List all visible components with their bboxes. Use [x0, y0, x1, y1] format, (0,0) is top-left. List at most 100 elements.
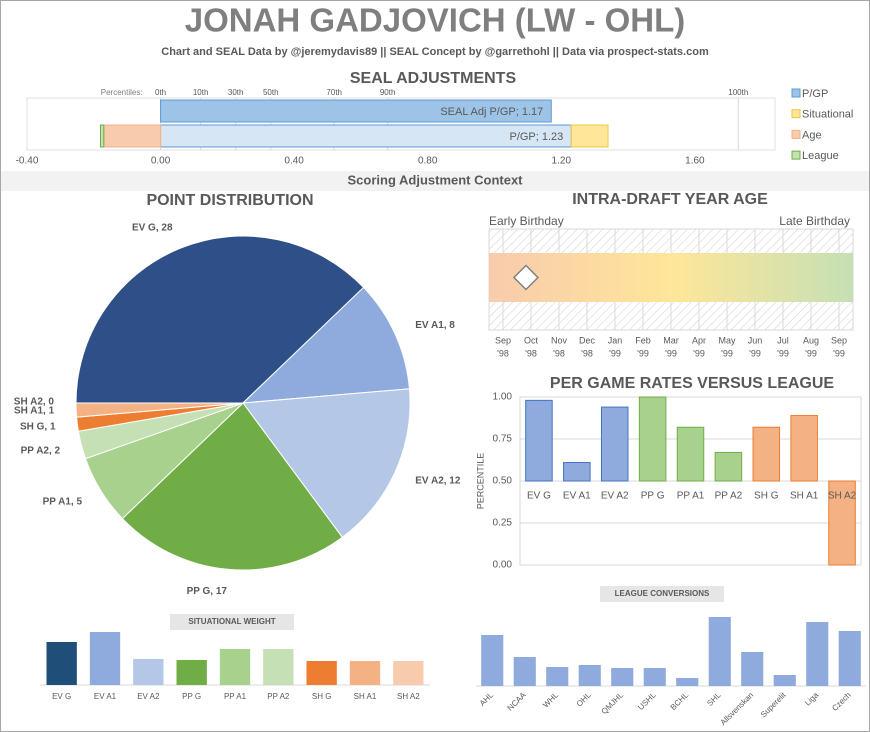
x-tick-label: EV G — [52, 692, 71, 701]
bar — [563, 462, 591, 482]
month-label: Jan — [608, 335, 623, 345]
month-label: Dec — [579, 335, 596, 345]
chart-title: SEAL ADJUSTMENTS — [350, 70, 517, 87]
bar — [89, 632, 121, 685]
month-label: Sep — [495, 335, 511, 345]
y-tick-label: 0.50 — [493, 476, 513, 487]
year-label: '99 — [693, 348, 705, 358]
month-label: Jun — [748, 335, 763, 345]
bar-segment — [99, 124, 105, 148]
year-label: '99 — [609, 348, 621, 358]
pie-slice — [121, 402, 344, 571]
pie-label: EV A2, 12 — [415, 475, 461, 486]
y-tick-label: 0.75 — [493, 434, 513, 445]
chart-title: POINT DISTRIBUTION — [146, 192, 313, 209]
bar — [393, 661, 424, 685]
bar — [611, 668, 634, 686]
chart-title: PER GAME RATES VERSUS LEAGUE — [550, 375, 835, 392]
pie-label: SH A1, 1 — [14, 406, 55, 417]
bar — [481, 635, 504, 686]
x-tick-label: SH G — [312, 692, 332, 701]
month-label: Feb — [635, 335, 651, 345]
data-label: P/GP; 1.23 — [509, 131, 563, 143]
pie-label: SH G, 1 — [20, 422, 56, 433]
year-label: '99 — [805, 348, 817, 358]
x-tick-label: PP G — [182, 692, 201, 701]
x-tick-label: PP A2 — [267, 692, 290, 701]
pie-label: PP A1, 5 — [43, 497, 83, 508]
percentile-label: 90th — [380, 88, 396, 97]
x-tick-label: EV A1 — [563, 491, 591, 502]
legend-label: Situational — [802, 109, 853, 121]
bar-segment — [160, 99, 552, 123]
section-band — [1, 171, 869, 191]
pie-label: SH A2, 0 — [14, 397, 55, 408]
y-tick-label: 0.00 — [493, 560, 513, 571]
percentile-label: 0th — [155, 88, 166, 97]
year-label: '99 — [637, 348, 649, 358]
x-tick-label: SH G — [754, 491, 779, 502]
bar — [806, 622, 829, 686]
month-label: May — [718, 335, 736, 345]
year-label: '98 — [581, 348, 593, 358]
legend-swatch — [791, 150, 801, 160]
chart-title: INTRA-DRAFT YEAR AGE — [572, 191, 768, 208]
month-label: Jul — [777, 335, 789, 345]
year-label: '99 — [721, 348, 733, 358]
year-label: '99 — [777, 348, 789, 358]
pie-label: EV G, 28 — [132, 222, 173, 233]
title-box — [600, 586, 724, 602]
axis-note: Early Birthday — [489, 214, 564, 228]
bar — [828, 480, 856, 566]
month-label: Aug — [803, 335, 819, 345]
x-tick-label: -0.40 — [16, 156, 39, 167]
year-label: '98 — [525, 348, 537, 358]
bar-segment — [570, 124, 609, 148]
bar-segment — [103, 124, 162, 148]
bar — [600, 406, 629, 482]
bar — [46, 642, 77, 685]
x-tick-label: PP A1 — [677, 491, 705, 502]
bar — [714, 451, 743, 482]
year-label: '99 — [833, 348, 845, 358]
x-tick-label: PP A1 — [224, 692, 247, 701]
x-tick-label: 1.60 — [685, 156, 705, 167]
pie-slice — [242, 388, 411, 538]
x-tick-label: EV A2 — [137, 692, 160, 701]
bar — [513, 657, 536, 686]
title-box — [170, 614, 294, 630]
percentile-label: 10th — [193, 88, 209, 97]
x-tick-label: SH A1 — [790, 491, 819, 502]
axis-note: Late Birthday — [779, 214, 850, 228]
x-tick-label: 0.80 — [418, 156, 438, 167]
age-band — [489, 253, 853, 302]
bar — [176, 660, 207, 685]
page-title: JONAH GADJOVICH (LW - OHL) — [185, 2, 686, 39]
data-label: SEAL Adj P/GP; 1.17 — [440, 106, 543, 118]
bar — [306, 661, 337, 685]
month-label: Mar — [663, 335, 679, 345]
bar — [263, 649, 294, 685]
bar — [676, 426, 705, 482]
x-tick-label: EV A1 — [94, 692, 117, 701]
x-tick-label: EV G — [527, 491, 551, 502]
y-axis-label: PERCENTILE — [475, 453, 485, 510]
month-label: Sep — [831, 335, 847, 345]
section-label: Scoring Adjustment Context — [347, 172, 523, 187]
bar — [708, 617, 731, 686]
pie-label: PP A2, 2 — [21, 445, 61, 456]
plot-frame — [26, 97, 776, 151]
x-tick-label: PP G — [641, 491, 665, 502]
x-tick-label: SH A1 — [354, 692, 377, 701]
x-tick-label: SH A2 — [828, 491, 857, 502]
bar — [773, 675, 796, 686]
year-label: '99 — [665, 348, 677, 358]
percentile-label: 70th — [326, 88, 342, 97]
legend-swatch — [791, 88, 801, 98]
bar — [790, 414, 818, 482]
month-label: Oct — [524, 335, 539, 345]
percentile-caption: Percentiles: — [101, 88, 143, 97]
y-tick-label: 1.00 — [493, 392, 513, 403]
pie-label: PP G, 17 — [187, 586, 228, 597]
legend-swatch — [791, 109, 801, 119]
